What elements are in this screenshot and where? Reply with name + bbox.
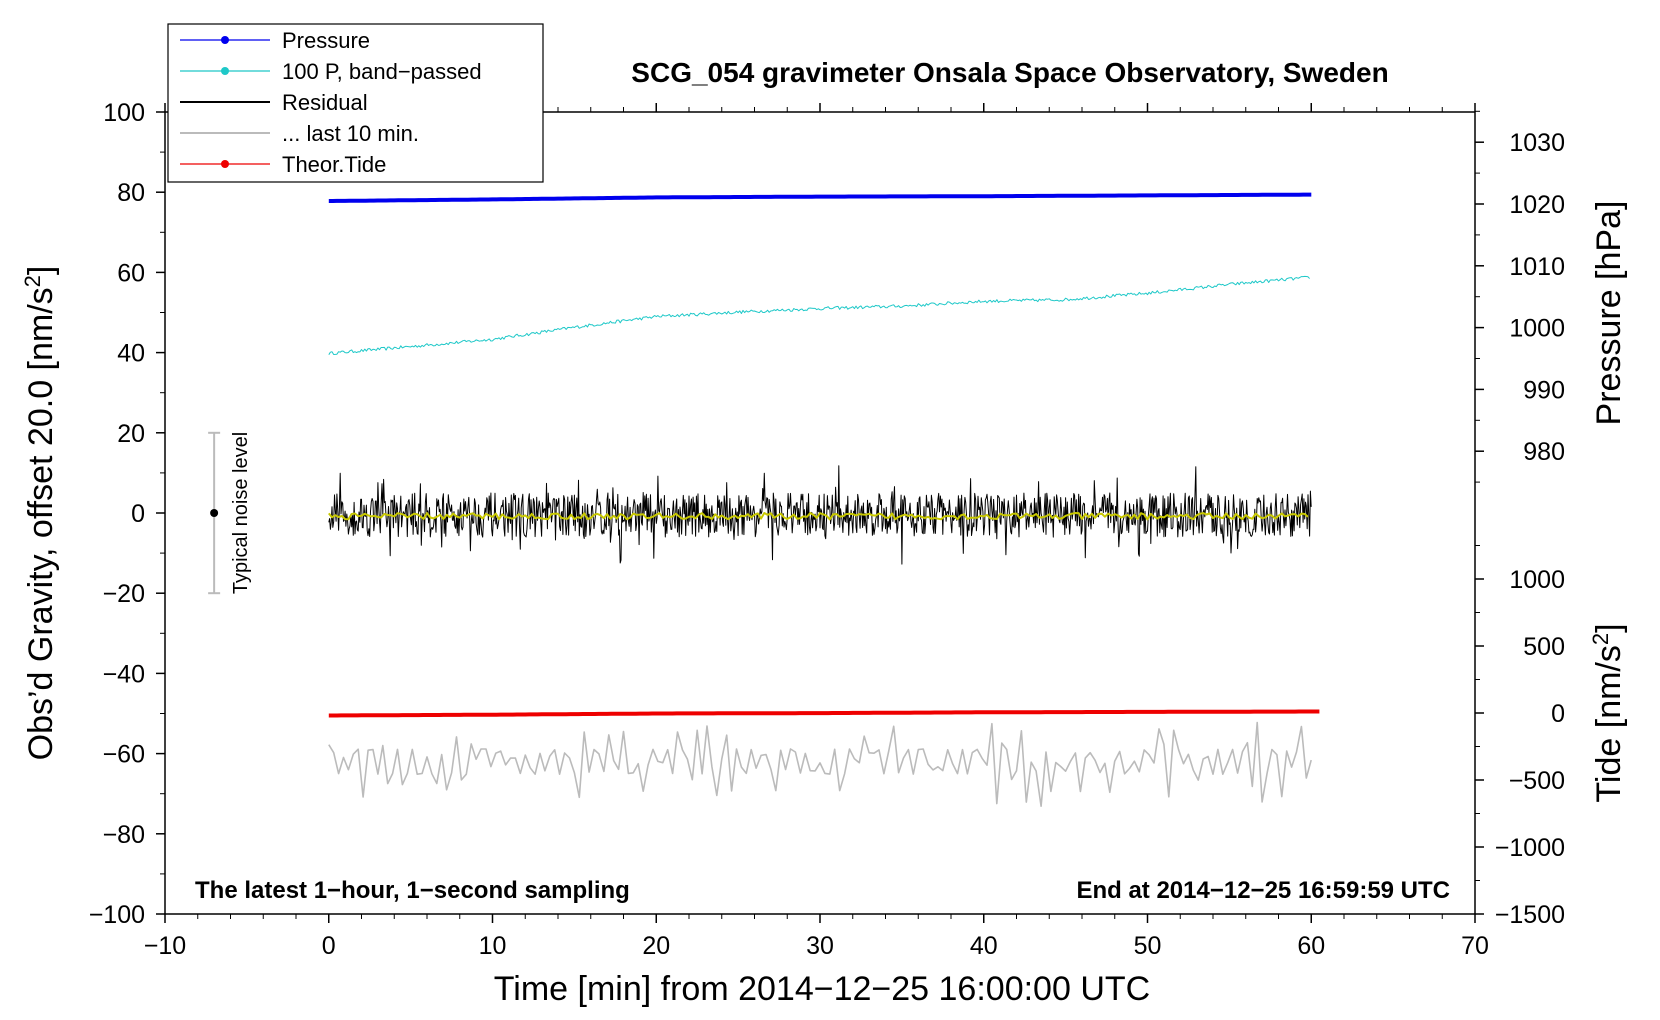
legend-swatch-marker <box>221 67 229 75</box>
y-tick-label: −80 <box>103 821 145 849</box>
legend-swatch-marker <box>221 36 229 44</box>
legend-label-band-passed: 100 P, band−passed <box>282 59 482 84</box>
legend-label-theor-tide: Theor.Tide <box>282 152 386 177</box>
x-tick-label: 50 <box>1134 932 1162 960</box>
x-tick-label: 60 <box>1297 932 1325 960</box>
y-tick-label: −100 <box>89 901 145 929</box>
noise-level-label: Typical noise level <box>230 432 252 594</box>
series-residual <box>328 465 1312 565</box>
note-end-time: End at 2014−12−25 16:59:59 UTC <box>1076 877 1450 904</box>
x-tick-label: 30 <box>806 932 834 960</box>
x-tick-label: 20 <box>642 932 670 960</box>
noise-level-bar <box>208 431 221 595</box>
series-100-p-band-passed <box>328 275 1310 355</box>
series-pressure <box>328 192 1312 203</box>
pressure-axis-title: Pressure [hPa] <box>1590 201 1628 426</box>
y-tick-label: 80 <box>117 179 145 207</box>
axis-ticks: −10 0 10 20 30 40 50 60 70100806040200−20−40−60−… <box>89 99 1565 960</box>
legend-label-pressure: Pressure <box>282 28 370 53</box>
x-tick-label: 40 <box>970 932 998 960</box>
legend: Pressure 100 P, band−passed Residual ...… <box>167 23 544 183</box>
y-tick-label: 100 <box>103 99 145 127</box>
y-tick-label: 40 <box>117 340 145 368</box>
tide-tick-label: −1000 <box>1495 834 1565 862</box>
legend-label-residual: Residual <box>282 90 368 115</box>
series--last-10-min- <box>328 721 1312 807</box>
legend-swatch-marker <box>221 160 229 168</box>
legend-label-last-10-min: ... last 10 min. <box>282 121 419 146</box>
x-tick-label: −10 <box>144 932 186 960</box>
pressure-tick-label: 980 <box>1523 438 1565 466</box>
tide-axis-title: Tide [nm/s2] <box>1588 623 1628 802</box>
tide-tick-label: −1500 <box>1495 901 1565 929</box>
x-axis-title: Time [min] from 2014−12−25 16:00:00 UTC <box>494 970 1150 1008</box>
pressure-tick-label: 1030 <box>1509 129 1565 157</box>
pressure-tick-label: 1010 <box>1509 253 1565 281</box>
y-tick-label: −60 <box>103 741 145 769</box>
pressure-tick-label: 1020 <box>1509 191 1565 219</box>
y-tick-label: 60 <box>117 259 145 287</box>
tide-tick-label: 0 <box>1551 700 1565 728</box>
x-tick-label: 10 <box>479 932 507 960</box>
tide-tick-label: 500 <box>1523 633 1565 661</box>
chart-title: SCG_054 gravimeter Onsala Space Observat… <box>631 57 1388 88</box>
tide-tick-label: −500 <box>1509 767 1565 795</box>
x-tick-label: 70 <box>1461 932 1489 960</box>
x-tick-label: 0 <box>322 932 336 960</box>
series-layer <box>328 192 1320 807</box>
y-tick-label: 0 <box>131 500 145 528</box>
note-sampling: The latest 1−hour, 1−second sampling <box>195 877 630 904</box>
y-tick-label: −40 <box>103 660 145 688</box>
tide-tick-label: 1000 <box>1509 566 1565 594</box>
noise-bar-point <box>210 509 219 517</box>
y-tick-label: −20 <box>103 580 145 608</box>
series-residual-smoothed <box>328 512 1309 521</box>
pressure-tick-label: 1000 <box>1509 315 1565 343</box>
pressure-tick-label: 990 <box>1523 376 1565 404</box>
y-axis-title: Obs’d Gravity, offset 20.0 [nm/s2] <box>20 266 60 761</box>
y-tick-label: 20 <box>117 420 145 448</box>
series-theor-tide <box>328 709 1320 718</box>
